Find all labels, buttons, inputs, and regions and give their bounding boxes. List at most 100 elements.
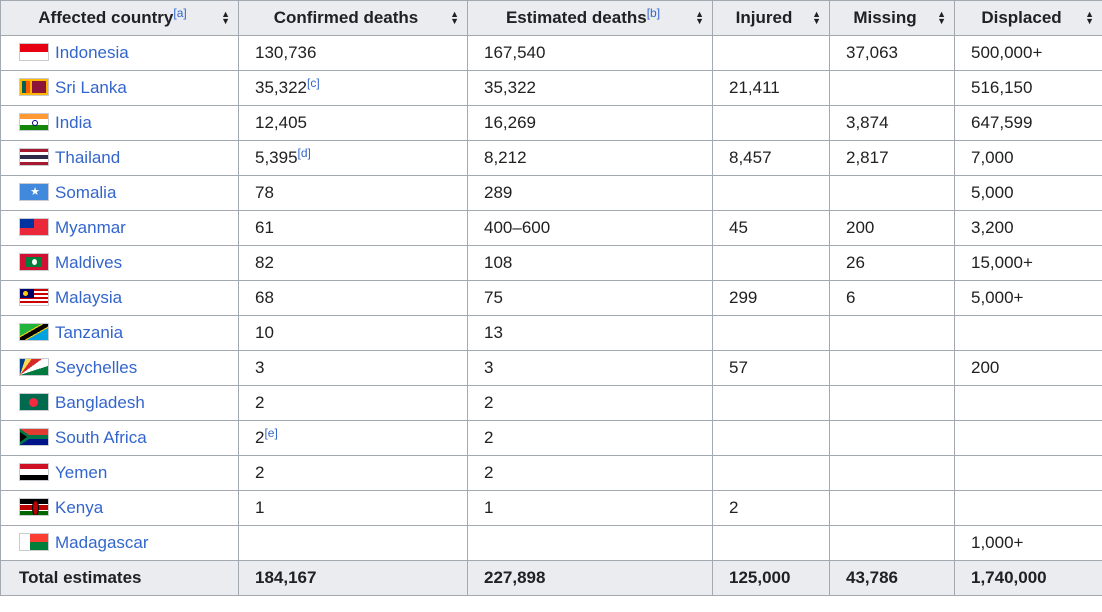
footnote-link[interactable]: [d] bbox=[297, 146, 311, 160]
footnote-link[interactable]: [a] bbox=[173, 6, 187, 20]
displaced-cell bbox=[954, 315, 1102, 351]
estimated-deaths-cell: 289 bbox=[467, 175, 713, 211]
table-row: Kenya 1 1 2 bbox=[0, 490, 1102, 526]
injured-cell: 57 bbox=[712, 350, 830, 386]
cell-value: 78 bbox=[255, 183, 274, 202]
country-link[interactable]: Madagascar bbox=[55, 533, 149, 552]
injured-header[interactable]: Injured ▲ ▼ bbox=[712, 0, 830, 36]
cell-value: 37,063 bbox=[846, 43, 898, 62]
thailand-flag-icon bbox=[19, 148, 49, 166]
estimated-deaths-cell: 2 bbox=[467, 420, 713, 456]
missing-cell: 26 bbox=[829, 245, 955, 281]
cell-value: 10 bbox=[255, 323, 274, 342]
south-africa-flag-icon bbox=[19, 428, 49, 446]
footnote-link[interactable]: [e] bbox=[264, 426, 278, 440]
injured-cell: 2 bbox=[712, 490, 830, 526]
cell-value: 5,000+ bbox=[971, 288, 1024, 307]
estimated-deaths-cell: 35,322 bbox=[467, 70, 713, 106]
cell-value: 130,736 bbox=[255, 43, 317, 62]
affected-country-header[interactable]: Affected country[a] ▲ ▼ bbox=[0, 0, 239, 36]
estimated-deaths-header[interactable]: Estimated deaths[b] ▲ ▼ bbox=[467, 0, 713, 36]
country-link[interactable]: Indonesia bbox=[55, 43, 129, 62]
cell-value: 5,395 bbox=[255, 148, 298, 167]
country-link[interactable]: Thailand bbox=[55, 148, 121, 167]
displaced-cell bbox=[954, 490, 1102, 526]
kenya-flag-icon bbox=[19, 498, 49, 516]
country-link[interactable]: Bangladesh bbox=[55, 393, 145, 412]
cell-value: 1,000+ bbox=[971, 533, 1024, 552]
footnote-ref[interactable]: [a] bbox=[173, 6, 186, 20]
displaced-cell: 647,599 bbox=[954, 105, 1102, 141]
country-link[interactable]: India bbox=[55, 113, 92, 132]
footnote-ref[interactable]: [d] bbox=[298, 146, 311, 160]
table-row: ★ Somalia 78 289 5,000 bbox=[0, 175, 1102, 211]
country-cell: South Africa bbox=[0, 420, 239, 456]
footnote-ref[interactable]: [c] bbox=[307, 76, 320, 90]
country-cell: Sri Lanka bbox=[0, 70, 239, 106]
missing-cell bbox=[829, 525, 955, 561]
confirmed-deaths-cell: 130,736 bbox=[238, 35, 468, 71]
country-link[interactable]: Sri Lanka bbox=[55, 78, 127, 97]
displaced-cell: 5,000+ bbox=[954, 280, 1102, 316]
displaced-header[interactable]: Displaced ▲ ▼ bbox=[954, 0, 1102, 36]
cell-value: 3 bbox=[255, 358, 265, 377]
sort-icon[interactable]: ▲ ▼ bbox=[1085, 9, 1094, 26]
cell-value: 3,874 bbox=[846, 113, 889, 132]
confirmed-deaths-header[interactable]: Confirmed deaths ▲ ▼ bbox=[238, 0, 468, 36]
table-row: Madagascar 1,000+ bbox=[0, 525, 1102, 561]
country-link[interactable]: Maldives bbox=[55, 253, 123, 272]
bangladesh-flag-icon bbox=[19, 393, 49, 411]
sort-icon[interactable]: ▲ ▼ bbox=[937, 9, 946, 26]
header-label: Injured bbox=[735, 8, 793, 27]
cell-value: 516,150 bbox=[971, 78, 1033, 97]
injured-cell: 45 bbox=[712, 210, 830, 246]
country-link[interactable]: Somalia bbox=[55, 183, 117, 202]
sort-icon[interactable]: ▲ ▼ bbox=[450, 9, 459, 26]
cell-value: 647,599 bbox=[971, 113, 1033, 132]
missing-cell bbox=[829, 385, 955, 421]
country-link[interactable]: Yemen bbox=[55, 463, 108, 482]
missing-header[interactable]: Missing ▲ ▼ bbox=[829, 0, 955, 36]
myanmar-flag-icon bbox=[19, 218, 49, 236]
country-link[interactable]: Kenya bbox=[55, 498, 104, 517]
footnote-ref[interactable]: [b] bbox=[647, 6, 660, 20]
cell-value: 1 bbox=[255, 498, 265, 517]
cell-value: 2 bbox=[255, 463, 265, 482]
footnote-link[interactable]: [c] bbox=[307, 76, 320, 90]
country-link[interactable]: Seychelles bbox=[55, 358, 138, 377]
maldives-flag-icon bbox=[19, 253, 49, 271]
country-link[interactable]: South Africa bbox=[55, 428, 147, 447]
sort-icon[interactable]: ▲ ▼ bbox=[221, 9, 230, 26]
confirmed-deaths-cell: 12,405 bbox=[238, 105, 468, 141]
footnote-link[interactable]: [b] bbox=[646, 6, 661, 20]
table-row: Indonesia 130,736 167,540 37,063 500,000+ bbox=[0, 35, 1102, 71]
cell-value: 500,000+ bbox=[971, 43, 1043, 62]
table-row: India 12,405 16,269 3,874 647,599 bbox=[0, 105, 1102, 141]
cell-value: 3 bbox=[484, 358, 494, 377]
confirmed-deaths-cell: 78 bbox=[238, 175, 468, 211]
country-link[interactable]: Myanmar bbox=[55, 218, 126, 237]
country-link[interactable]: Tanzania bbox=[55, 323, 124, 342]
estimated-deaths-cell: 13 bbox=[467, 315, 713, 351]
missing-cell bbox=[829, 350, 955, 386]
missing-cell bbox=[829, 420, 955, 456]
confirmed-deaths-cell: 10 bbox=[238, 315, 468, 351]
sort-icon[interactable]: ▲ ▼ bbox=[812, 9, 821, 26]
cell-value: 7,000 bbox=[971, 148, 1014, 167]
injured-cell bbox=[712, 420, 830, 456]
estimated-deaths-cell: 75 bbox=[467, 280, 713, 316]
missing-cell: 37,063 bbox=[829, 35, 955, 71]
missing-cell: 200 bbox=[829, 210, 955, 246]
country-cell: ★ Somalia bbox=[0, 175, 239, 211]
country-cell: Seychelles bbox=[0, 350, 239, 386]
country-cell: Kenya bbox=[0, 490, 239, 526]
country-link[interactable]: Malaysia bbox=[55, 288, 123, 307]
cell-value: 35,322 bbox=[255, 78, 307, 97]
table-row: Seychelles 3 3 57 200 bbox=[0, 350, 1102, 386]
cell-value: 2 bbox=[255, 393, 265, 412]
displaced-cell bbox=[954, 455, 1102, 491]
footnote-ref[interactable]: [e] bbox=[264, 426, 277, 440]
sort-icon[interactable]: ▲ ▼ bbox=[695, 9, 704, 26]
header-label: Missing bbox=[853, 8, 917, 27]
cell-value: 2 bbox=[729, 498, 739, 517]
